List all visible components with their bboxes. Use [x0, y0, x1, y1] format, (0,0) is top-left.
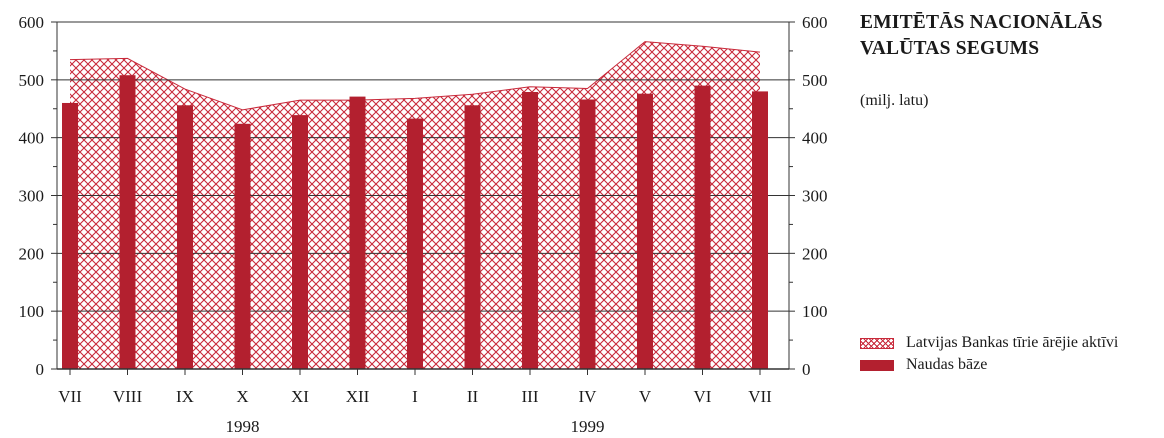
legend-label-base-money: Naudas bāze — [906, 356, 988, 373]
bar-11 — [694, 85, 711, 369]
legend-item-base-money: Naudas bāze — [860, 354, 1118, 376]
title-line-1: EMITĒTĀS NACIONĀLĀS — [860, 12, 1103, 33]
year-label: 1998 — [226, 417, 260, 436]
bar-5 — [349, 96, 366, 369]
x-tick-label: VIII — [113, 387, 143, 406]
x-tick-label: I — [412, 387, 418, 406]
x-tick-label: XII — [346, 387, 370, 406]
assets-area-outline — [69, 41, 761, 111]
bar-7 — [464, 105, 481, 369]
bar-9 — [579, 99, 596, 369]
y-tick-label-right: 300 — [802, 187, 828, 206]
bar-1 — [119, 75, 136, 369]
bar-8 — [522, 91, 538, 369]
bar-12 — [752, 91, 768, 370]
chart-title: EMITĒTĀS NACIONĀLĀS VALŪTAS SEGUMS — [860, 10, 1160, 62]
x-tick-label: X — [236, 387, 248, 406]
legend-item-assets: Latvijas Bankas tīrie ārējie aktīvi — [860, 332, 1118, 354]
y-tick-label-right: 600 — [802, 13, 828, 32]
bar-3 — [234, 123, 251, 369]
y-tick-label-left: 100 — [19, 302, 45, 321]
x-tick-label: IX — [176, 387, 194, 406]
x-tick-label: VI — [694, 387, 712, 406]
legend: Latvijas Bankas tīrie ārējie aktīvi Naud… — [860, 332, 1118, 376]
y-tick-label-right: 500 — [802, 71, 828, 90]
year-label: 1999 — [571, 417, 605, 436]
x-tick-label: III — [522, 387, 539, 406]
y-tick-label-left: 200 — [19, 244, 45, 263]
legend-swatch-crosshatch — [860, 337, 894, 349]
y-tick-label-right: 400 — [802, 129, 828, 148]
y-tick-label-left: 0 — [36, 360, 45, 379]
y-tick-label-left: 600 — [19, 13, 45, 32]
y-tick-label-right: 0 — [802, 360, 811, 379]
y-tick-label-left: 300 — [19, 187, 45, 206]
x-tick-label: V — [639, 387, 652, 406]
y-tick-label-left: 500 — [19, 71, 45, 90]
bar-2 — [177, 105, 193, 369]
y-tick-label-right: 200 — [802, 244, 828, 263]
chart-subtitle: (milj. latu) — [860, 92, 929, 109]
x-tick-label: IV — [579, 387, 598, 406]
bar-10 — [637, 93, 653, 370]
title-line-2: VALŪTAS SEGUMS — [860, 38, 1040, 59]
bar-6 — [407, 118, 423, 369]
bar-0 — [62, 102, 78, 369]
x-tick-label: XI — [291, 387, 309, 406]
x-tick-label: II — [467, 387, 479, 406]
base-money-bars — [62, 75, 768, 370]
bar-4 — [292, 115, 308, 369]
x-tick-label: VII — [58, 387, 82, 406]
x-tick-label: VII — [748, 387, 772, 406]
y-tick-label-right: 100 — [802, 302, 828, 321]
y-tick-label-left: 400 — [19, 129, 45, 148]
legend-label-assets: Latvijas Bankas tīrie ārējie aktīvi — [906, 334, 1119, 351]
axes — [51, 21, 795, 375]
legend-swatch-solid — [860, 359, 894, 371]
